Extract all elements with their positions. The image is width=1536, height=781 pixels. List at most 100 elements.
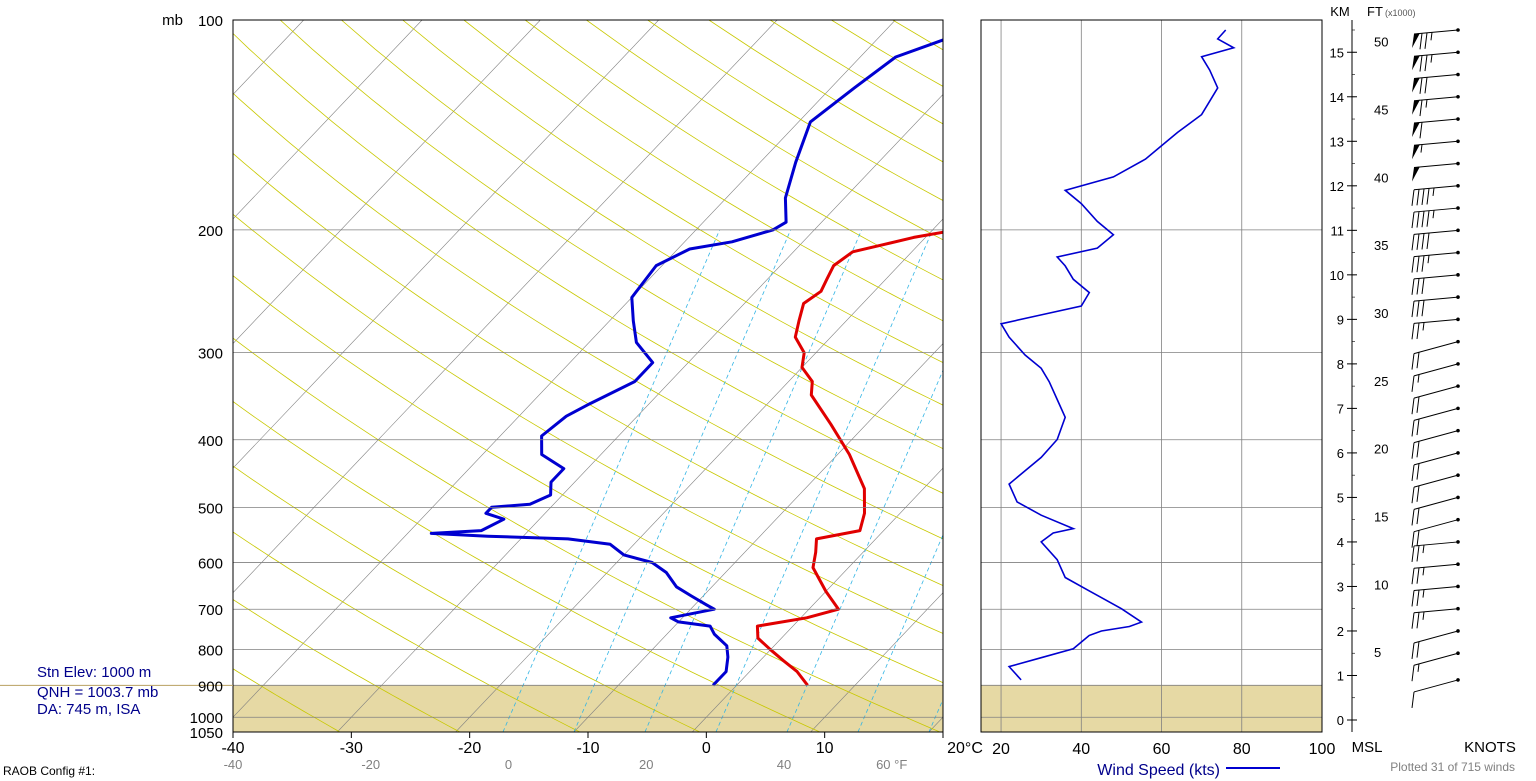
barb-full (1411, 665, 1415, 682)
barb-full (1411, 398, 1415, 415)
barb-full (1411, 375, 1415, 392)
mixing-ratio-line (644, 229, 863, 732)
barb-full (1421, 277, 1425, 294)
barb-full (1416, 641, 1420, 658)
barb-full (1416, 189, 1420, 206)
barb-full (1411, 612, 1415, 629)
dry-adiabat (831, 20, 943, 87)
station-density-altitude: DA: 745 m, ISA (37, 701, 141, 718)
barb-station-dot (1456, 94, 1460, 99)
barb-half (1425, 99, 1428, 108)
barb-station-dot (1456, 629, 1460, 633)
isotherm-line (1047, 20, 1536, 732)
barb-staff (1413, 385, 1459, 399)
celsius-tick-label: -20 (458, 740, 481, 757)
mixing-ratio-line (1071, 230, 1288, 732)
dry-adiabat (233, 213, 943, 634)
ft-tick-label: 50 (1374, 35, 1388, 50)
dry-adiabat (647, 20, 943, 201)
barb-station-dot (1456, 184, 1460, 188)
barb-full (1416, 612, 1420, 629)
pressure-unit-label: mb (162, 12, 183, 29)
dry-adiabat (233, 668, 341, 732)
km-tick-label: 5 (1337, 490, 1344, 505)
wind-barb (1411, 339, 1460, 370)
wind-barb (1411, 428, 1460, 459)
msl-label: MSL (1352, 739, 1383, 756)
pressure-tick-label: 1050 (190, 725, 223, 742)
dry-adiabat (402, 20, 943, 363)
dry-adiabat (463, 20, 943, 322)
wind-barb (1411, 651, 1460, 682)
barb-pennant (1412, 99, 1420, 115)
barb-staff (1413, 474, 1459, 488)
barb-staff (1413, 363, 1459, 377)
barb-half (1422, 322, 1425, 331)
barb-full (1411, 353, 1415, 370)
ground-shading (233, 685, 943, 732)
barb-pennant (1412, 55, 1420, 71)
pressure-tick-label: 500 (198, 500, 223, 517)
barb-staff (1413, 541, 1459, 547)
barb-staff (1413, 496, 1459, 510)
ft-header: FT (1367, 4, 1383, 19)
wind-speed-axis-label: Wind Speed (kts) (1097, 762, 1220, 779)
barb-half (1417, 663, 1420, 672)
barb-pennant (1412, 144, 1420, 160)
wind-speed-tick-label: 100 (1309, 741, 1336, 758)
barb-staff (1413, 318, 1459, 324)
barb-full (1416, 278, 1420, 295)
wind-barb (1411, 317, 1460, 340)
km-tick-label: 14 (1330, 90, 1344, 105)
barb-staff (1413, 118, 1459, 124)
barb-station-dot (1456, 451, 1460, 455)
isotherm-line (0, 20, 67, 732)
barb-full (1416, 352, 1420, 369)
barb-full (1411, 234, 1415, 251)
barb-full (1424, 32, 1428, 49)
wind-barb (1411, 629, 1460, 660)
fahrenheit-tick-label: -40 (224, 757, 243, 772)
barb-full (1411, 509, 1415, 526)
barb-full (1411, 301, 1415, 318)
ft-tick-label: 5 (1374, 645, 1381, 660)
isotherm-line (233, 20, 423, 220)
barb-full (1411, 691, 1415, 708)
pressure-tick-label: 800 (198, 643, 223, 660)
barb-staff (1413, 252, 1459, 258)
barb-station-dot (1456, 139, 1460, 144)
wind-barb (1411, 678, 1460, 708)
barb-half (1422, 589, 1425, 598)
barb-full (1411, 531, 1415, 548)
barb-station-dot (1456, 384, 1460, 388)
ft-sub-header: (x1000) (1385, 8, 1416, 18)
wind-barb (1411, 562, 1460, 585)
barb-station-dot (1456, 362, 1460, 366)
wind-barb (1411, 273, 1460, 295)
barb-station-dot (1456, 406, 1460, 411)
barb-full (1421, 188, 1425, 205)
barb-station-dot (1456, 495, 1460, 500)
barb-staff (1413, 274, 1459, 280)
dry-adiabat (233, 32, 943, 494)
barb-full (1416, 300, 1420, 317)
barb-staff (1413, 140, 1459, 146)
dry-adiabat (233, 275, 943, 684)
barb-staff (1413, 430, 1459, 444)
wind-barb (1412, 94, 1460, 117)
dry-adiabat (233, 400, 821, 732)
pressure-tick-label: 600 (198, 556, 223, 573)
isotherm-line (928, 716, 943, 732)
barb-full (1411, 590, 1415, 607)
mixing-ratio-line (1426, 230, 1536, 732)
barb-full (1416, 233, 1420, 250)
barb-full (1416, 485, 1420, 502)
dry-adiabat (233, 531, 581, 732)
wind-barb (1411, 540, 1460, 562)
mixing-ratio-line (715, 229, 934, 732)
barb-staff (1413, 207, 1459, 213)
isotherm-line (1166, 20, 1536, 732)
barb-full (1426, 210, 1430, 227)
barb-full (1416, 441, 1420, 458)
